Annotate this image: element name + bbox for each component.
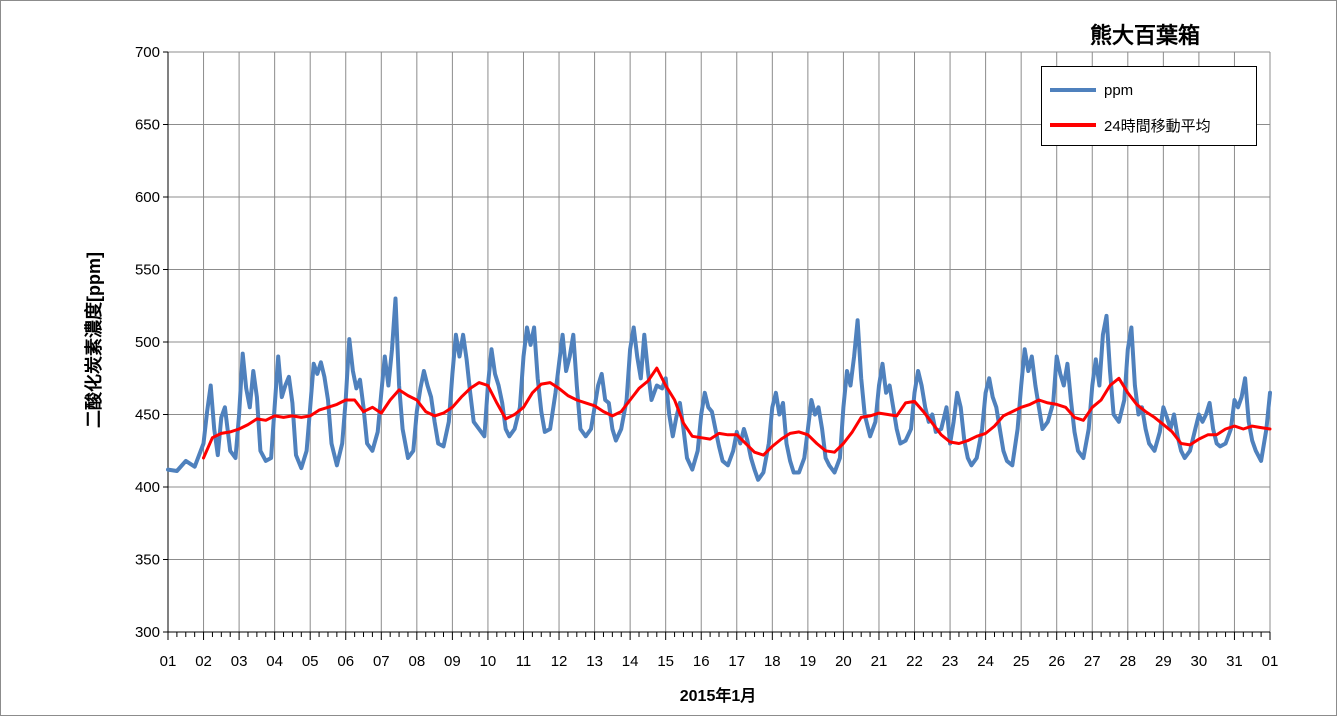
x-tick-label: 31 bbox=[1226, 653, 1243, 670]
series-line-moving-average bbox=[202, 366, 1272, 460]
x-axis-label: 2015年1月 bbox=[679, 688, 757, 705]
x-tick-labels: 01 02 03 04 05 06 07 08 09 10 11 12 13 14 15 16 17 18 19 20… bbox=[160, 653, 1279, 670]
x-tick-label: 09 bbox=[444, 653, 461, 670]
x-tick-label: 27 bbox=[1084, 653, 1101, 670]
x-tick-label: 19 bbox=[800, 653, 817, 670]
x-tick-label: 03 bbox=[231, 653, 248, 670]
x-tick-label: 23 bbox=[942, 653, 959, 670]
x-tick-label: 26 bbox=[1048, 653, 1065, 670]
x-tick-label: 11 bbox=[516, 653, 532, 670]
x-tick-label: 12 bbox=[551, 653, 568, 670]
x-tick-label: 30 bbox=[1191, 653, 1208, 670]
y-tick-label: 350 bbox=[135, 552, 160, 569]
y-tick-labels: 300 350 400 450 500 550 600 650 700 bbox=[135, 44, 160, 641]
x-tick-label: 16 bbox=[693, 653, 710, 670]
x-tick-label: 01 bbox=[1262, 653, 1279, 670]
x-tick-label: 02 bbox=[195, 653, 212, 670]
legend-swatch-moving-average bbox=[1050, 123, 1096, 127]
x-tick-label: 01 bbox=[160, 653, 177, 670]
y-tick-label: 600 bbox=[135, 189, 160, 206]
x-tick-label: 13 bbox=[586, 653, 603, 670]
series-line-ppm bbox=[166, 296, 1272, 482]
x-tick-label: 20 bbox=[835, 653, 852, 670]
y-tick-label: 450 bbox=[135, 407, 160, 424]
y-tick-label: 500 bbox=[135, 334, 160, 351]
data-series bbox=[166, 296, 1272, 482]
x-tick-label: 05 bbox=[302, 653, 319, 670]
x-tick-label: 06 bbox=[337, 653, 354, 670]
x-tick-label: 25 bbox=[1013, 653, 1030, 670]
x-tick-label: 17 bbox=[728, 653, 745, 670]
legend-swatch-ppm bbox=[1050, 88, 1096, 92]
legend-label-moving-average: 24時間移動平均 bbox=[1104, 117, 1211, 135]
x-tick-label: 14 bbox=[622, 653, 639, 670]
legend-item-moving-average: 24時間移動平均 bbox=[1050, 113, 1211, 137]
x-tick-label: 10 bbox=[480, 653, 497, 670]
y-tick-label: 700 bbox=[135, 44, 160, 61]
legend-item-ppm: ppm bbox=[1050, 78, 1133, 102]
x-tick-label: 24 bbox=[977, 653, 994, 670]
x-tick-label: 07 bbox=[373, 653, 390, 670]
y-tick-label: 650 bbox=[135, 117, 160, 134]
x-tick-label: 04 bbox=[266, 653, 283, 670]
x-tick-label: 29 bbox=[1155, 653, 1172, 670]
y-tick-label: 400 bbox=[135, 479, 160, 496]
chart-title: 熊大百葉箱 bbox=[1090, 23, 1201, 48]
x-tick-label: 22 bbox=[906, 653, 923, 670]
x-tick-label: 28 bbox=[1119, 653, 1136, 670]
y-axis-label: 二酸化炭素濃度[ppm] bbox=[84, 252, 104, 428]
x-tick-label: 21 bbox=[871, 653, 888, 670]
chart-legend: ppm 24時間移動平均 bbox=[1041, 66, 1257, 146]
grid-lines bbox=[163, 51, 1271, 640]
y-tick-label: 300 bbox=[135, 624, 160, 641]
y-tick-label: 550 bbox=[135, 262, 160, 279]
x-tick-label: 18 bbox=[764, 653, 781, 670]
x-tick-label: 15 bbox=[657, 653, 674, 670]
x-tick-label: 08 bbox=[408, 653, 425, 670]
legend-label-ppm: ppm bbox=[1104, 81, 1134, 99]
